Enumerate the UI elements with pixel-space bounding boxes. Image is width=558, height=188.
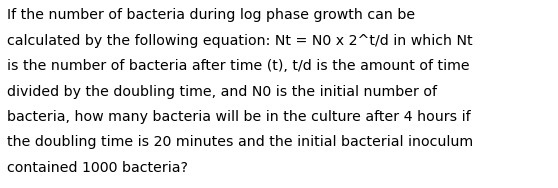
Text: is the number of bacteria after time (t), t/d is the amount of time: is the number of bacteria after time (t)… [7,59,470,73]
Text: calculated by the following equation: Nt = N0 x 2^t/d in which Nt: calculated by the following equation: Nt… [7,34,473,48]
Text: contained 1000 bacteria?: contained 1000 bacteria? [7,161,188,175]
Text: bacteria, how many bacteria will be in the culture after 4 hours if: bacteria, how many bacteria will be in t… [7,110,471,124]
Text: divided by the doubling time, and N0 is the initial number of: divided by the doubling time, and N0 is … [7,85,437,99]
Text: If the number of bacteria during log phase growth can be: If the number of bacteria during log pha… [7,8,415,22]
Text: the doubling time is 20 minutes and the initial bacterial inoculum: the doubling time is 20 minutes and the … [7,135,473,149]
